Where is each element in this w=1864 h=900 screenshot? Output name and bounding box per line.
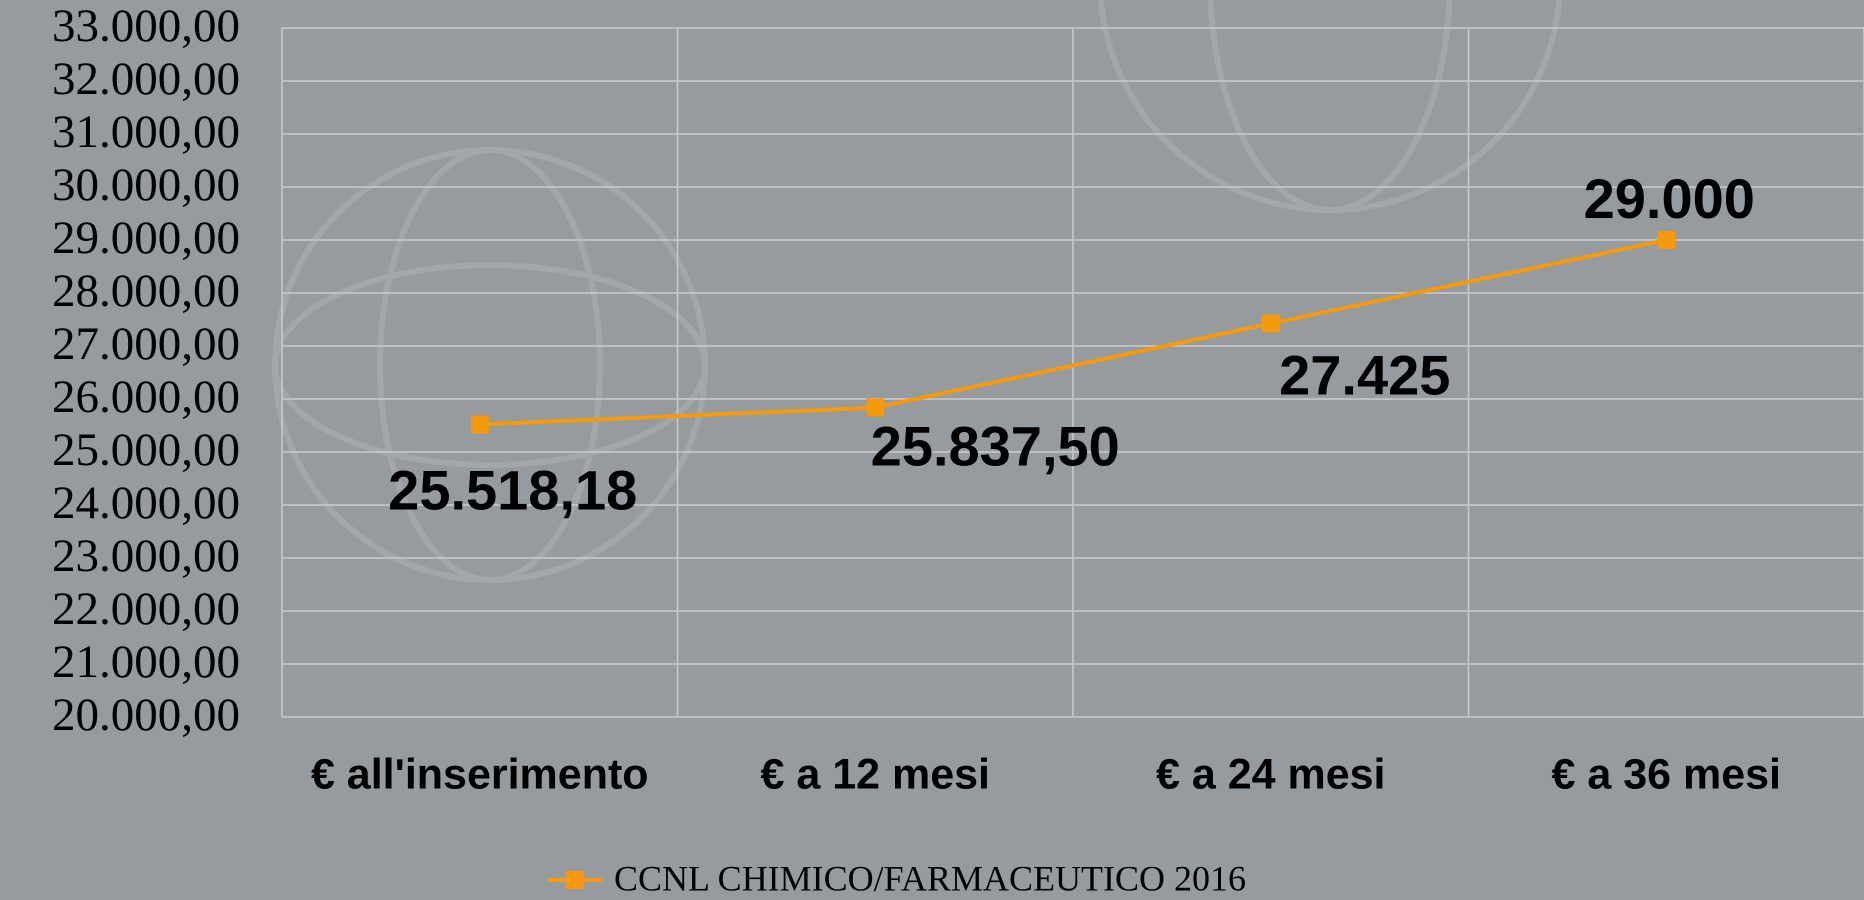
marker bbox=[1657, 231, 1675, 249]
y-tick-label: 26.000,00 bbox=[52, 371, 240, 423]
y-tick-label: 31.000,00 bbox=[52, 106, 240, 158]
x-tick-label: € a 12 mesi bbox=[760, 750, 990, 798]
y-tick-label: 25.000,00 bbox=[52, 424, 240, 476]
legend-marker bbox=[566, 871, 584, 889]
data-label: 29.000 bbox=[1584, 167, 1755, 230]
y-tick-label: 27.000,00 bbox=[52, 318, 240, 370]
y-tick-label: 24.000,00 bbox=[52, 477, 240, 529]
y-tick-label: 32.000,00 bbox=[52, 53, 240, 105]
y-tick-label: 29.000,00 bbox=[52, 212, 240, 264]
y-tick-label: 21.000,00 bbox=[52, 636, 240, 688]
y-tick-label: 28.000,00 bbox=[52, 265, 240, 317]
legend-label: CCNL CHIMICO/FARMACEUTICO 2016 bbox=[614, 858, 1246, 898]
y-tick-label: 30.000,00 bbox=[52, 159, 240, 211]
data-label: 27.425 bbox=[1279, 343, 1450, 406]
x-tick-label: € all'inserimento bbox=[311, 750, 649, 798]
y-tick-label: 22.000,00 bbox=[52, 583, 240, 635]
marker bbox=[1262, 314, 1280, 332]
data-label: 25.518,18 bbox=[388, 458, 637, 521]
x-tick-label: € a 24 mesi bbox=[1156, 750, 1386, 798]
marker bbox=[471, 416, 489, 434]
data-label: 25.837,50 bbox=[871, 414, 1120, 477]
x-tick-label: € a 36 mesi bbox=[1551, 750, 1781, 798]
y-tick-label: 23.000,00 bbox=[52, 530, 240, 582]
y-tick-label: 33.000,00 bbox=[52, 0, 240, 52]
chart: 20.000,0021.000,0022.000,0023.000,0024.0… bbox=[0, 0, 1864, 900]
y-tick-label: 20.000,00 bbox=[52, 689, 240, 741]
